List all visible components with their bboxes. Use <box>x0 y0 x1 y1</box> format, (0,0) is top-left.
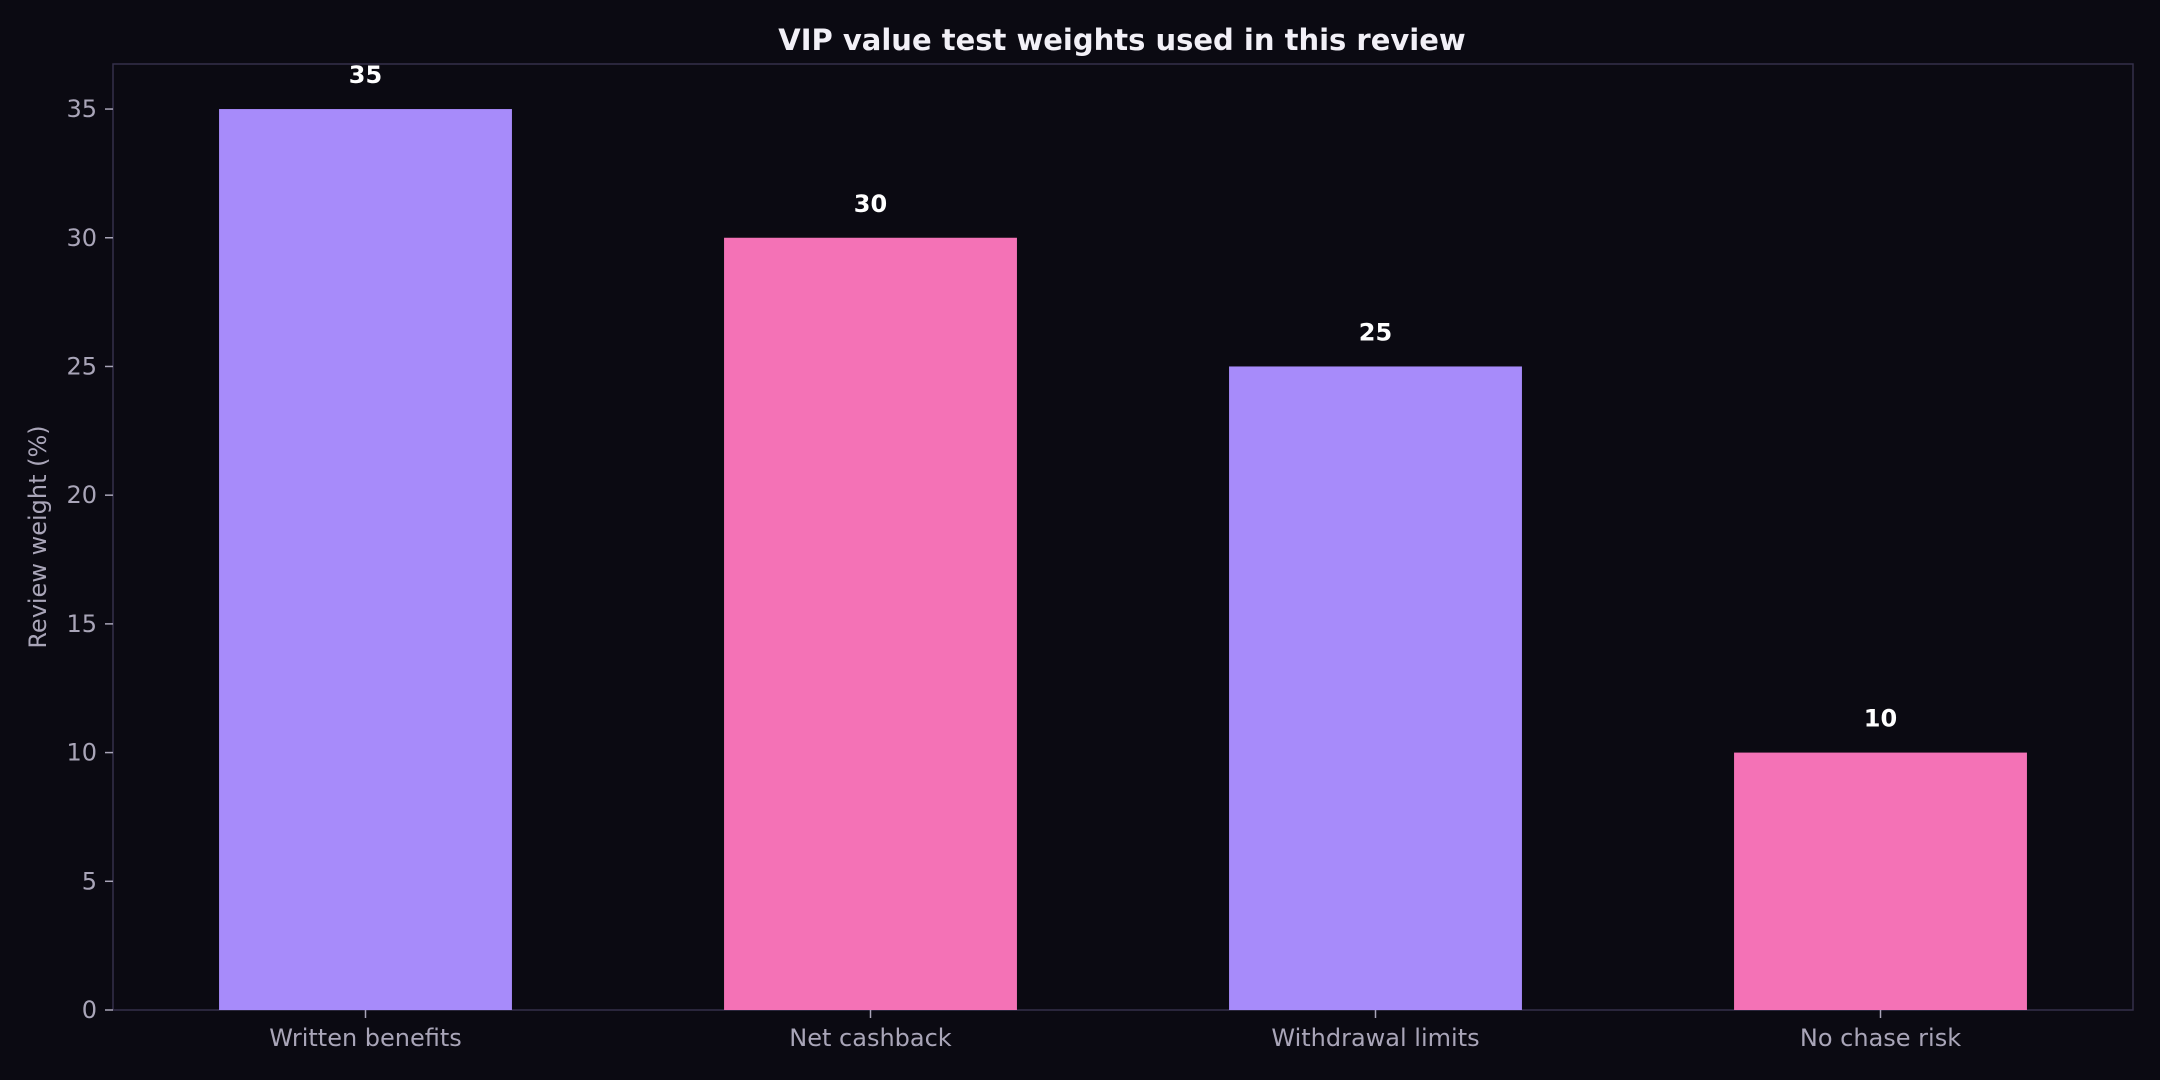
y-tick-label: 0 <box>82 996 97 1024</box>
bar <box>1734 752 2027 1010</box>
x-axis: Written benefits Net cashback Withdrawal l… <box>269 1010 1961 1052</box>
bar <box>1229 366 1522 1010</box>
bar <box>724 237 1017 1010</box>
chart-title: VIP value test weights used in this revi… <box>778 23 1465 57</box>
x-tick-label: Net cashback <box>789 1024 952 1052</box>
y-tick-label: 35 <box>66 95 97 123</box>
x-tick-label: Withdrawal limits <box>1271 1024 1479 1052</box>
x-tick-label: No chase risk <box>1800 1024 1961 1052</box>
y-tick-label: 10 <box>66 739 97 767</box>
y-axis: 0 5 10 15 20 25 30 35 <box>66 95 113 1024</box>
x-tick-label: Written benefits <box>269 1024 462 1052</box>
data-labels: 35 30 25 10 <box>349 61 1897 733</box>
data-label: 25 <box>1359 318 1392 346</box>
data-label: 35 <box>349 61 382 89</box>
y-axis-label: Review weight (%) <box>24 425 52 648</box>
y-tick-label: 25 <box>66 352 97 380</box>
y-tick-label: 20 <box>66 481 97 509</box>
y-tick-label: 15 <box>66 610 97 638</box>
data-label: 30 <box>854 190 887 218</box>
bar-series <box>219 109 2027 1011</box>
bar <box>219 109 512 1011</box>
y-tick-label: 5 <box>82 867 97 895</box>
data-label: 10 <box>1864 705 1897 733</box>
y-tick-label: 30 <box>66 224 97 252</box>
plot-frame <box>112 63 2134 1011</box>
